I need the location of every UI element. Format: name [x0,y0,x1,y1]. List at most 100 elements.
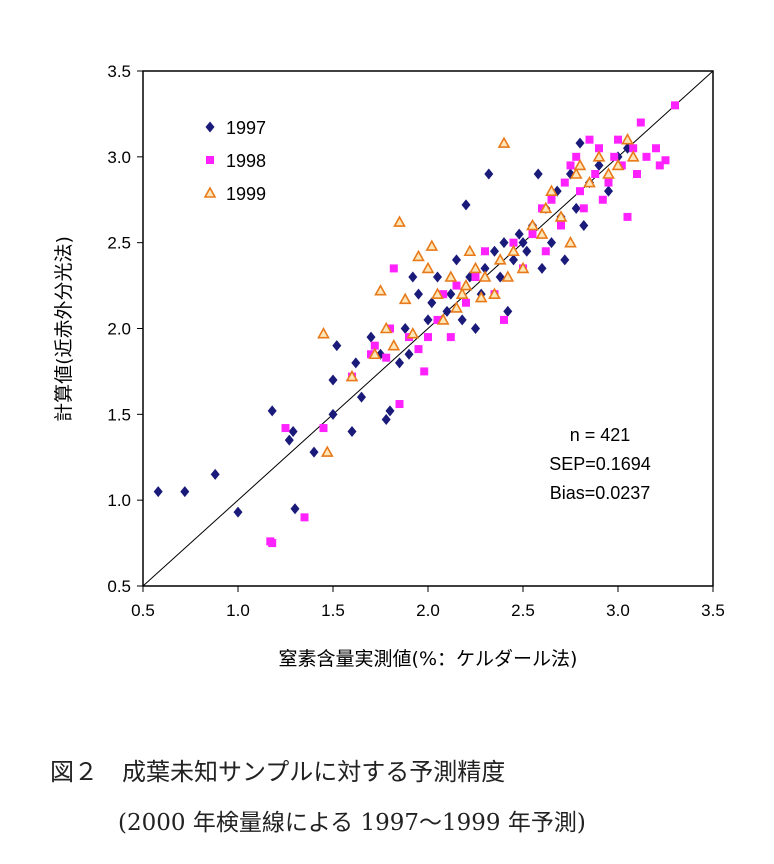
data-point-1998 [655,161,664,170]
data-point-1999 [526,218,539,231]
data-point-1997 [414,288,423,300]
data-point-1998 [579,204,588,213]
data-point-1999 [535,227,549,239]
data-point-1997 [385,405,395,417]
data-point-1999 [602,167,615,179]
x-axis-ticks: 0.5 1.0 1.5 2.0 2.5 3.0 3.5 [131,586,725,620]
data-point-1999 [387,339,401,351]
data-point-1997 [457,314,467,326]
x-tick-label: 3.5 [701,601,725,620]
data-point-1997 [547,237,556,249]
data-point-1999 [398,292,412,305]
data-point-1997 [594,159,604,171]
data-point-1998 [595,144,603,153]
data-point-1997 [328,374,338,386]
data-point-1999 [459,278,473,291]
data-point-1999 [516,261,530,274]
data-point-1998 [500,315,508,324]
data-point-1997 [490,245,499,257]
data-point-1998 [424,333,432,342]
data-point-1997 [446,288,456,300]
data-point-1997 [484,168,494,180]
data-point-1999 [379,321,393,334]
data-point-1999 [393,215,406,227]
data-point-1999 [431,287,444,299]
data-point-1998 [268,539,277,548]
data-point-1999 [469,261,482,274]
legend: 1997 1998 1999 [203,118,266,204]
data-point-1998 [604,178,613,187]
data-point-1998 [395,400,404,409]
data-point-1998 [541,247,550,256]
data-point-1997 [288,426,298,437]
data-point-1998 [446,333,455,342]
x-tick-label: 0.5 [131,601,155,620]
data-point-1998 [528,230,537,239]
y-tick-label: 0.5 [107,577,131,596]
data-point-1998 [633,170,641,178]
data-point-1997 [461,199,471,211]
data-point-1998 [557,221,565,230]
data-point-1999 [501,270,515,282]
data-point-1999 [507,244,520,257]
data-point-1999 [374,284,387,296]
data-point-1997 [509,254,518,266]
data-point-1998 [452,281,461,290]
data-point-1998 [386,324,394,333]
data-point-1998 [560,178,569,187]
legend-label: 1999 [226,184,266,204]
y-axis-title: 計算値(近赤外分光法) [53,236,75,422]
data-point-1998 [671,101,679,110]
data-point-1997 [357,391,366,403]
data-point-1998 [509,238,518,247]
data-point-1998 [629,144,638,153]
data-point-1998 [420,367,429,376]
data-point-1997 [210,468,220,480]
stats-box: n = 421 SEP=0.1694 Bias=0.0237 [549,425,651,503]
data-point-1998 [538,204,546,213]
data-points [153,101,679,548]
data-point-1999 [554,210,568,222]
y-tick-label: 2.0 [107,320,131,339]
data-point-1998 [652,144,660,153]
y-tick-label: 1.5 [107,405,131,424]
x-tick-label: 3.0 [606,601,630,620]
data-point-1998 [367,350,375,359]
data-point-1998 [661,156,670,165]
data-point-1997 [442,305,452,317]
data-point-1999 [455,287,469,299]
data-point-1999 [317,327,330,339]
data-point-1998 [319,424,328,433]
data-point-1997 [495,271,505,283]
data-point-1997 [284,434,294,446]
data-point-1999 [539,201,553,214]
data-point-1998 [614,135,622,144]
data-point-1999 [474,290,488,303]
data-point-1998 [576,187,584,196]
data-point-1998 [591,170,600,178]
data-point-1999 [478,270,492,282]
legend-label: 1998 [226,151,266,171]
legend-label: 1997 [226,118,266,138]
data-point-1997 [290,503,300,515]
data-point-1997 [381,413,391,425]
data-point-1997 [514,228,524,240]
data-point-1999 [569,167,583,179]
data-point-1997 [537,262,547,274]
data-point-1999 [436,313,450,325]
data-point-1998 [433,315,442,324]
y-tick-label: 1.0 [107,491,131,510]
data-point-1998 [370,341,379,350]
data-point-1997 [404,348,414,360]
data-point-1998 [617,161,626,170]
data-point-1997 [533,168,543,180]
x-tick-label: 2.0 [416,601,440,620]
data-point-1997 [560,254,570,266]
data-point-1999 [406,327,420,339]
figure-subcaption: (2000 年検量線による 1997〜1999 年予測) [118,810,586,836]
data-point-1998 [439,290,448,299]
data-point-1998 [642,152,651,161]
data-point-1999 [345,369,359,382]
data-point-1997 [503,305,513,317]
data-point-1999 [621,133,634,145]
